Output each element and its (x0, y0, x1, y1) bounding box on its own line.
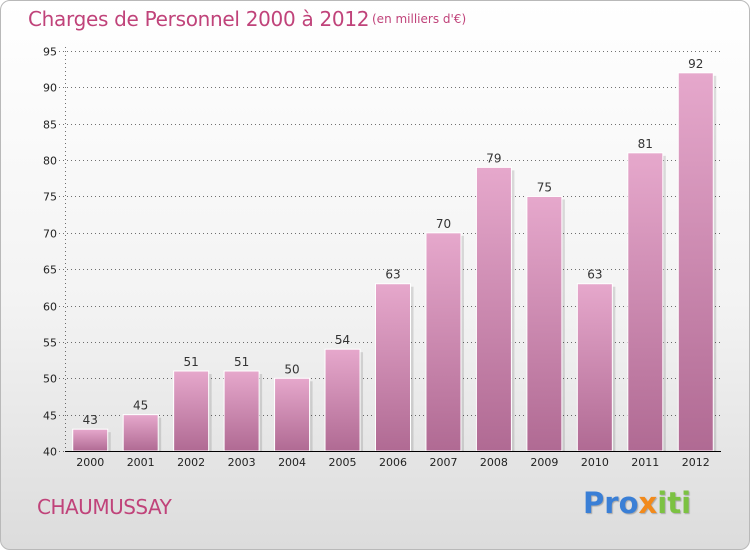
logo-letter: t (667, 486, 682, 520)
chart-subtitle: (en milliers d'€) (372, 12, 467, 26)
logo-letter: o (618, 486, 639, 520)
logo-letter: r (604, 486, 619, 520)
x-tick-label: 2012 (682, 456, 710, 469)
x-tick-label: 2000 (76, 456, 104, 469)
data-label: 75 (537, 180, 552, 194)
bar-2012[interactable] (677, 72, 714, 452)
logo-letter: i (657, 486, 668, 520)
bars: 43 45 51 51 50 54 63 70 79 75 63 81 92 (72, 57, 717, 452)
x-tick-label: 2011 (631, 456, 659, 469)
data-label: 51 (234, 355, 249, 369)
data-label: 45 (133, 399, 148, 413)
chart-title: Charges de Personnel 2000 à 2012 (28, 7, 370, 31)
data-label: 51 (184, 355, 199, 369)
y-tick-label: 55 (43, 337, 57, 350)
data-label: 43 (83, 413, 98, 427)
y-tick-label: 85 (43, 119, 57, 132)
y-tick-label: 60 (43, 301, 57, 314)
bar-2004[interactable] (274, 377, 311, 452)
y-tick-label: 80 (43, 155, 57, 168)
x-tick-label: 2004 (278, 456, 306, 469)
x-tick-label: 2008 (480, 456, 508, 469)
x-tick-label: 2009 (530, 456, 558, 469)
x-tick-label: 2005 (329, 456, 357, 469)
bar-2010[interactable] (576, 283, 613, 452)
y-tick-label: 70 (43, 228, 57, 241)
x-tick-label: 2002 (177, 456, 205, 469)
x-tick-label: 2007 (429, 456, 457, 469)
x-tick-label: 2003 (228, 456, 256, 469)
place-name: CHAUMUSSAY (37, 495, 172, 519)
y-tick-label: 65 (43, 264, 57, 277)
bar-2008[interactable] (475, 166, 512, 452)
data-label: 63 (385, 268, 400, 282)
bar-2001[interactable] (122, 414, 159, 452)
y-tick-label: 40 (43, 446, 57, 459)
data-label: 79 (486, 151, 501, 165)
axes: 40 45 50 55 60 65 70 75 80 85 90 95 2000 2001 2002 2003… (43, 46, 721, 469)
y-tick-label: 75 (43, 191, 57, 204)
x-tick-label: 2010 (581, 456, 609, 469)
bar-2006[interactable] (375, 283, 411, 452)
bar-2011[interactable] (627, 152, 664, 452)
bar-2007[interactable] (425, 232, 462, 452)
bar-2000[interactable] (72, 428, 109, 452)
bar-2009[interactable] (526, 195, 563, 452)
logo-letter: P (583, 486, 605, 520)
proxiti-logo[interactable]: Proxiti (583, 486, 691, 520)
x-tick-label: 2001 (127, 456, 155, 469)
data-label: 92 (688, 57, 703, 71)
logo-letter: i (681, 486, 692, 520)
bar-2005[interactable] (324, 348, 361, 452)
data-label: 70 (436, 217, 451, 231)
data-label: 54 (335, 333, 350, 347)
data-label: 63 (587, 268, 602, 282)
x-tick-label: 2006 (379, 456, 407, 469)
bar-2003[interactable] (223, 370, 260, 452)
bar-2002[interactable] (173, 370, 210, 452)
y-tick-label: 45 (43, 410, 57, 423)
logo-letter: x (638, 486, 658, 520)
data-label: 50 (284, 362, 299, 376)
y-tick-label: 90 (43, 82, 57, 95)
data-label: 81 (638, 137, 653, 151)
y-tick-label: 50 (43, 373, 57, 386)
y-tick-label: 95 (43, 46, 57, 59)
